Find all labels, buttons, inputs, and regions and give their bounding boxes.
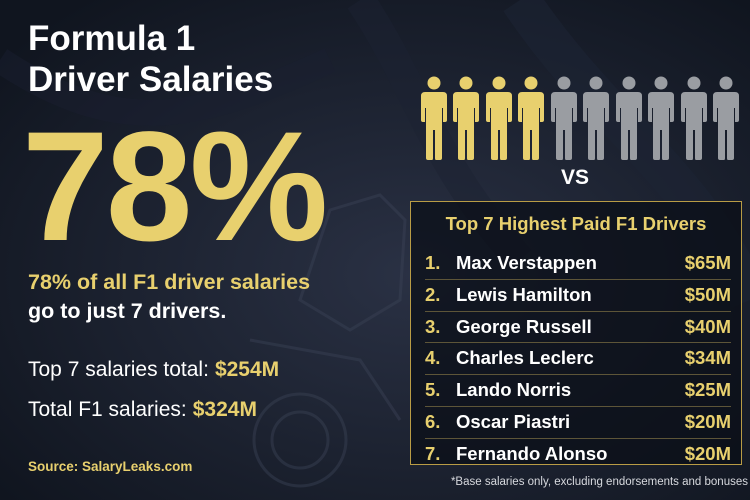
person-icon <box>712 76 740 160</box>
headline-line-2: go to just 7 drivers. <box>28 299 227 323</box>
driver-salary: $65M <box>684 252 731 273</box>
top7-total-label: Top 7 salaries total: <box>28 358 209 381</box>
driver-salary: $50M <box>684 283 731 305</box>
source-credit: Source: SalaryLeaks.com <box>28 459 193 474</box>
driver-name: George Russell <box>456 315 592 337</box>
person-icon-highlighted <box>452 76 480 160</box>
top7-total-stat: Top 7 salaries total: $254M <box>28 356 279 384</box>
driver-name: Oscar Piastri <box>456 410 571 432</box>
headline-line-1: 78% of all F1 driver salaries <box>28 270 311 294</box>
driver-rank: 1. <box>425 252 441 273</box>
person-icon-highlighted <box>420 76 448 160</box>
person-icon <box>582 76 610 160</box>
driver-salary: $40M <box>684 315 731 337</box>
driver-salary: $20M <box>684 410 731 432</box>
headline-text: 78% of all F1 driver salaries go to just… <box>28 268 388 326</box>
driver-name: Lando Norris <box>456 379 572 401</box>
driver-row: 3. George Russell $40M <box>425 310 731 343</box>
driver-row: 4. Charles Leclerc $34M <box>425 342 731 374</box>
top-drivers-panel: Top 7 Highest Paid F1 Drivers 1. Max Vers… <box>410 201 742 465</box>
person-icon <box>615 76 643 160</box>
person-icon-highlighted <box>517 76 545 160</box>
title-line-1: Formula 1 <box>28 19 196 58</box>
people-icon-row <box>420 76 740 162</box>
page-title: Formula 1 Driver Salaries <box>28 18 358 100</box>
driver-row: 5. Lando Norris $25M <box>425 374 731 406</box>
driver-rank: 5. <box>425 379 441 401</box>
driver-row: 1. Max Verstappen $65M <box>425 248 731 279</box>
driver-name: Charles Leclerc <box>456 347 594 369</box>
driver-salary: $34M <box>684 347 731 369</box>
person-icon <box>550 76 578 160</box>
driver-row: 2. Lewis Hamilton $50M <box>425 278 731 311</box>
driver-row: 6. Oscar Piastri $20M <box>425 405 731 438</box>
driver-row: 7. Fernando Alonso $20M <box>425 437 731 470</box>
total-salaries-stat: Total F1 salaries: $324M <box>28 396 257 424</box>
vs-label: VS <box>560 166 589 189</box>
total-salaries-value: $324M <box>192 398 257 421</box>
driver-salary: $25M <box>684 379 731 401</box>
driver-name: Max Verstappen <box>456 252 597 273</box>
driver-rank: 4. <box>425 347 441 369</box>
top7-total-value: $254M <box>214 358 280 381</box>
total-salaries-label: Total F1 salaries: <box>28 398 187 421</box>
driver-rank: 7. <box>425 442 441 464</box>
headline-percent: 78% <box>22 100 328 274</box>
driver-rank: 6. <box>425 410 441 432</box>
person-icon <box>680 76 708 160</box>
panel-title: Top 7 Highest Paid F1 Drivers <box>445 213 707 234</box>
driver-salary: $20M <box>684 442 731 464</box>
driver-rank: 2. <box>425 283 441 305</box>
person-icon <box>647 76 675 160</box>
driver-rank: 3. <box>425 315 441 337</box>
driver-name: Fernando Alonso <box>456 442 608 464</box>
footnote: *Base salaries only, excluding endorseme… <box>450 476 748 488</box>
person-icon-highlighted <box>485 76 513 160</box>
drivers-list: 1. Max Verstappen $65M 2. Lewis Hamilton $50M… <box>425 248 731 470</box>
title-line-2: Driver Salaries <box>28 60 274 99</box>
driver-name: Lewis Hamilton <box>456 283 592 305</box>
